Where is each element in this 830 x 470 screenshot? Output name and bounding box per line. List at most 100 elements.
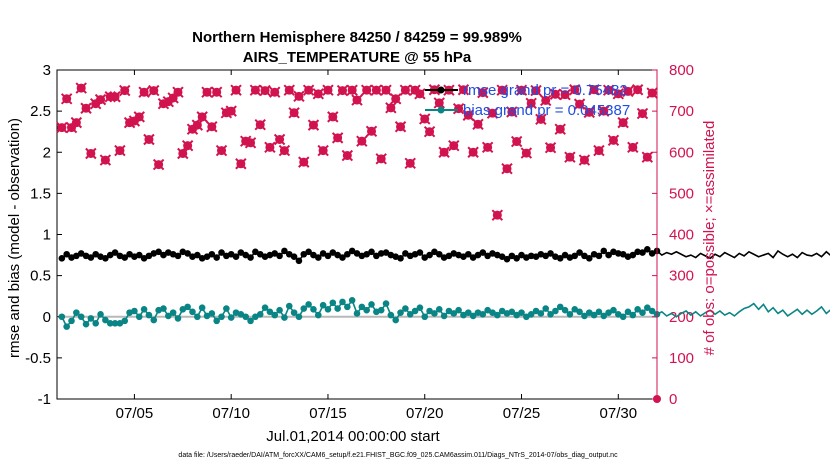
obs-assimilated-point (191, 119, 204, 131)
bias-series (58, 297, 830, 330)
obs-assimilated-point (477, 86, 489, 99)
obs-assimilated-point (631, 84, 644, 96)
bias-point (600, 312, 608, 320)
bias-point (106, 320, 114, 327)
bias-point (552, 307, 559, 315)
obs-assimilated-point (433, 97, 445, 109)
obs-assimilated-point (177, 147, 189, 160)
legend-bias-label: bias grand pr = 0.045387 (463, 102, 630, 119)
rmse-point (63, 250, 70, 258)
bias-point (145, 311, 153, 319)
bias-point (450, 310, 458, 317)
bias-point (305, 301, 312, 308)
obs-assimilated-point (390, 93, 402, 105)
legend-rmse-label: rmse grand pr = 0.75482 (463, 82, 628, 99)
bias-point (285, 302, 293, 310)
bias-point (624, 308, 632, 316)
obs-assimilated-point (370, 84, 383, 96)
bias-point (479, 310, 487, 318)
rmse-point (503, 255, 511, 263)
obs-assimilated-point (206, 121, 218, 133)
bias-point (590, 311, 598, 319)
obs-assimilated-point (356, 135, 368, 147)
obs-assimilated-point (109, 91, 121, 103)
right-y-tick-label: 100 (669, 350, 694, 367)
bias-point (131, 307, 138, 315)
obs-assimilated-point (467, 146, 479, 158)
obs-assimilated-point (510, 135, 523, 148)
bias-point (537, 310, 545, 317)
obs-assimilated-point (535, 113, 547, 126)
bias-point (58, 313, 66, 321)
rmse-point (213, 254, 220, 261)
bias-point (595, 308, 603, 316)
obs-assimilated-point (172, 86, 184, 98)
bias-point (82, 320, 90, 328)
obs-assimilated-point (278, 144, 291, 157)
obs-assimilated-point (196, 111, 208, 123)
bias-point (634, 306, 641, 313)
bias-point (189, 308, 196, 316)
obs-assimilated-point (85, 147, 97, 160)
bias-point (266, 308, 274, 316)
obs-assimilated-point (549, 88, 562, 100)
bias-point (77, 313, 85, 321)
bias-point (319, 301, 327, 309)
bias-point (363, 306, 370, 314)
obs-assimilated-point (540, 94, 552, 107)
obs-assimilated-point (394, 121, 407, 133)
rmse-point (155, 248, 162, 256)
bias-point (344, 303, 351, 311)
bias-point (247, 317, 254, 325)
x-tick-label: 07/10 (212, 405, 250, 422)
right-y-tick-label: 400 (669, 227, 694, 244)
obs-assimilated-point (181, 139, 194, 152)
obs-assimilated-point (598, 105, 610, 117)
obs-assimilated-point (322, 84, 334, 96)
bias-point (73, 309, 80, 316)
obs-assimilated-point (201, 86, 213, 98)
bias-point (644, 304, 651, 312)
y-tick-label: 1.5 (30, 185, 51, 202)
obs-assimilated-point (259, 84, 271, 97)
x-axis-label: Jul.01,2014 00:00:00 start (266, 428, 440, 445)
bias-point (556, 303, 564, 311)
bias-point (276, 306, 283, 314)
bias-point (194, 313, 201, 321)
obs-assimilated-point (414, 88, 426, 100)
obs-assimilated-point (569, 84, 581, 96)
right-y-tick-label: 0 (669, 391, 677, 408)
plot-area (56, 69, 658, 400)
y-axis-label: rmse and bias (model - observation) (6, 118, 23, 358)
obs-assimilated-point (56, 121, 68, 134)
obs-assimilated-point (317, 144, 329, 157)
bias-point (256, 310, 264, 318)
obs-assimilated-point (636, 107, 649, 120)
obs-assimilated-point (143, 133, 155, 146)
bias-point (140, 306, 148, 313)
rmse-point (135, 251, 143, 259)
obs-assimilated-point (404, 157, 416, 170)
obs-assimilated-series (56, 82, 661, 403)
obs-assimilated-point (244, 137, 257, 149)
obs-assimilated-point (486, 107, 499, 119)
bias-point (358, 303, 366, 311)
obs-assimilated-point (481, 141, 494, 154)
bias-point (334, 305, 341, 312)
bias-point (455, 306, 462, 314)
bias-point (97, 310, 104, 318)
rmse-point (232, 253, 240, 261)
rmse-point (276, 252, 283, 260)
obs-assimilated-point (501, 162, 513, 175)
obs-assimilated-point (75, 82, 87, 94)
legend-bias-marker (437, 106, 445, 114)
obs-assimilated-point (152, 158, 165, 171)
bias-point (576, 308, 583, 316)
obs-assimilated-point (399, 84, 412, 96)
x-tick-label: 07/30 (600, 405, 638, 422)
rmse-point (513, 255, 520, 262)
obs-assimilated-point (215, 144, 228, 157)
obs-assimilated-point (380, 84, 392, 96)
obs-assimilated-point (583, 106, 595, 119)
obs-assimilated-point (148, 84, 160, 97)
